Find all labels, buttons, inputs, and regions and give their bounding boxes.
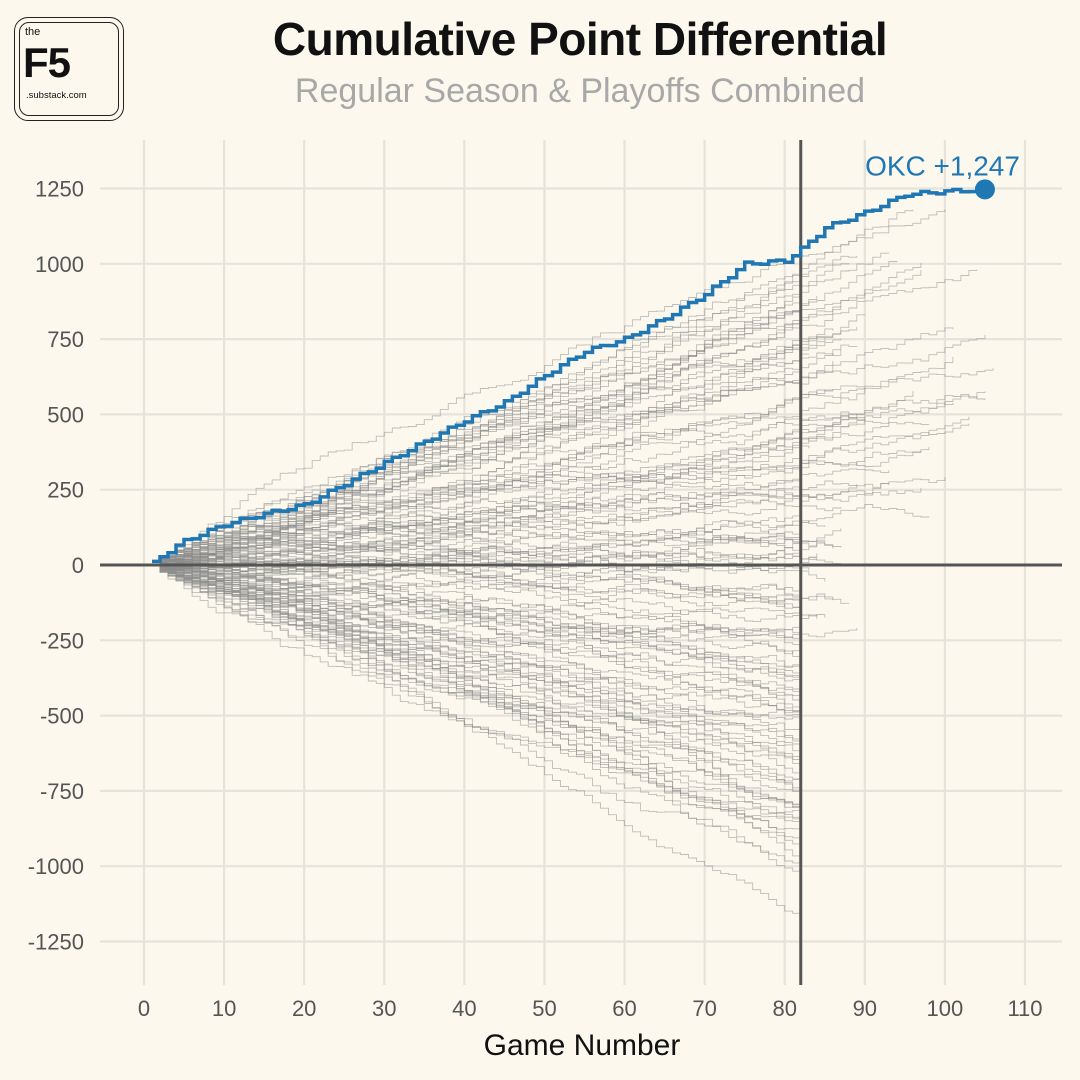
y-tick-label: 1000 — [35, 252, 84, 277]
chart-subtitle: Regular Season & Playoffs Combined — [294, 72, 866, 110]
team-line — [152, 545, 818, 566]
team-line — [152, 533, 842, 576]
x-tick-label: 90 — [853, 996, 877, 1021]
team-line — [152, 564, 802, 811]
team-line — [152, 564, 802, 774]
x-tick-label: 0 — [138, 996, 150, 1021]
y-tick-label: -750 — [40, 779, 84, 804]
chart-title: Cumulative Point Differential — [272, 13, 888, 65]
team-line — [152, 327, 954, 566]
team-line — [152, 252, 890, 566]
y-tick-label: -250 — [40, 628, 84, 653]
team-line — [152, 306, 842, 566]
team-line — [152, 564, 802, 793]
x-tick-label: 10 — [212, 996, 236, 1021]
team-line — [152, 417, 866, 568]
team-line — [152, 416, 970, 570]
y-tick-label: 500 — [47, 402, 84, 427]
logo-the-text: the — [25, 26, 41, 38]
team-line — [152, 360, 834, 567]
team-line — [152, 564, 802, 761]
x-axis-label: Game Number — [484, 1029, 681, 1062]
team-line — [152, 564, 802, 767]
x-tick-label: 110 — [1007, 996, 1042, 1021]
x-tick-label: 20 — [292, 996, 316, 1021]
y-tick-label: -1250 — [28, 930, 84, 955]
x-tick-label: 70 — [692, 996, 716, 1021]
logo-frame — [19, 22, 119, 116]
team-line — [152, 564, 802, 716]
okc-line — [152, 186, 987, 564]
team-line — [152, 564, 818, 623]
team-line — [152, 393, 986, 570]
x-tick-label: 80 — [772, 996, 796, 1021]
team-line — [152, 564, 802, 674]
f5-logo: the F5 .substack.com — [14, 17, 124, 121]
y-tick-label: 250 — [47, 478, 84, 503]
team-line — [152, 564, 802, 676]
y-tick-label: 750 — [47, 327, 84, 352]
team-line — [152, 477, 946, 566]
logo-f5-text: F5 — [23, 39, 71, 86]
x-tick-label: 60 — [612, 996, 636, 1021]
team-line — [152, 389, 834, 566]
y-tick-label: -500 — [40, 704, 84, 729]
x-tick-label: 50 — [532, 996, 556, 1021]
x-tick-label: 40 — [452, 996, 476, 1021]
team-line — [152, 421, 930, 566]
x-tick-label: 100 — [927, 996, 964, 1021]
y-tick-label: 0 — [72, 553, 84, 578]
logo-domain-text: .substack.com — [26, 90, 87, 101]
background-team-lines — [152, 209, 994, 915]
team-line — [152, 520, 826, 570]
y-tick-label: 1250 — [35, 177, 84, 202]
team-line — [152, 564, 802, 701]
team-line — [152, 564, 834, 602]
team-line — [152, 564, 858, 639]
team-line — [152, 338, 842, 568]
okc-annotation: OKC +1,247 — [865, 150, 1020, 181]
team-line — [152, 263, 850, 566]
y-tick-label: -1000 — [28, 854, 84, 879]
team-line — [152, 484, 858, 571]
okc-endpoint-marker — [974, 179, 995, 200]
team-line — [152, 551, 842, 576]
x-tick-label: 30 — [372, 996, 396, 1021]
